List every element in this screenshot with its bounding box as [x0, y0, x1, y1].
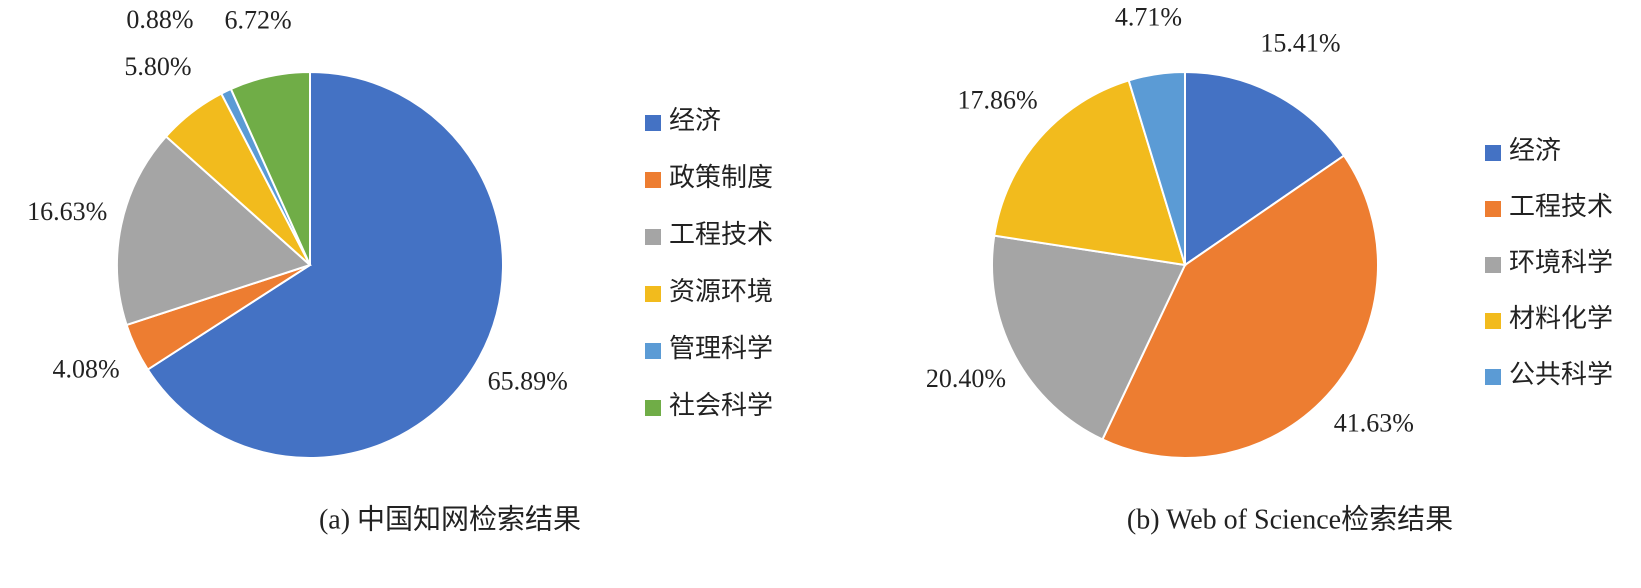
legend-label: 管理科学 — [669, 334, 773, 363]
legend-swatch — [1485, 145, 1501, 161]
pie-slice — [1184, 70, 1346, 267]
legend-label: 工程技术 — [1509, 192, 1613, 221]
data-label: 15.41% — [1260, 28, 1340, 57]
pie-slice — [116, 135, 312, 327]
pie-slice — [146, 70, 504, 459]
legend-label: 工程技术 — [669, 220, 773, 249]
chart-title: (a) 中国知网检索结果 — [319, 503, 581, 535]
legend-label: 环境科学 — [1509, 248, 1613, 277]
legend-label: 政策制度 — [669, 163, 773, 192]
data-label: 4.71% — [1115, 3, 1182, 32]
legend-swatch — [645, 115, 661, 131]
legend-swatch — [1485, 201, 1501, 217]
pie-slice — [991, 234, 1187, 441]
pie-slice — [993, 79, 1187, 267]
pie-slice — [229, 70, 311, 266]
data-label: 20.40% — [926, 364, 1006, 393]
pie-slice — [1127, 70, 1186, 266]
data-label: 65.89% — [488, 367, 568, 396]
data-label: 5.80% — [124, 52, 191, 81]
legend-swatch — [645, 286, 661, 302]
data-label: 17.86% — [957, 86, 1037, 115]
legend-label: 经济 — [669, 106, 721, 135]
legend-swatch — [645, 343, 661, 359]
legend-swatch — [1485, 369, 1501, 385]
legend-swatch — [645, 229, 661, 245]
legend-swatch — [1485, 257, 1501, 273]
data-label: 0.88% — [126, 5, 193, 34]
legend-label: 公共科学 — [1509, 360, 1613, 389]
legend-swatch — [645, 400, 661, 416]
data-label: 41.63% — [1334, 409, 1414, 438]
data-label: 16.63% — [27, 197, 107, 226]
legend-label: 经济 — [1509, 136, 1561, 165]
legend-label: 材料化学 — [1509, 304, 1613, 333]
legend-label: 资源环境 — [669, 277, 773, 306]
legend-swatch — [645, 172, 661, 188]
data-label: 4.08% — [52, 355, 119, 384]
pie-slice — [1101, 154, 1379, 459]
legend-label: 社会科学 — [669, 391, 773, 420]
legend-swatch — [1485, 313, 1501, 329]
data-label: 6.72% — [224, 5, 291, 34]
chart-title: (b) Web of Science检索结果 — [1127, 503, 1453, 535]
